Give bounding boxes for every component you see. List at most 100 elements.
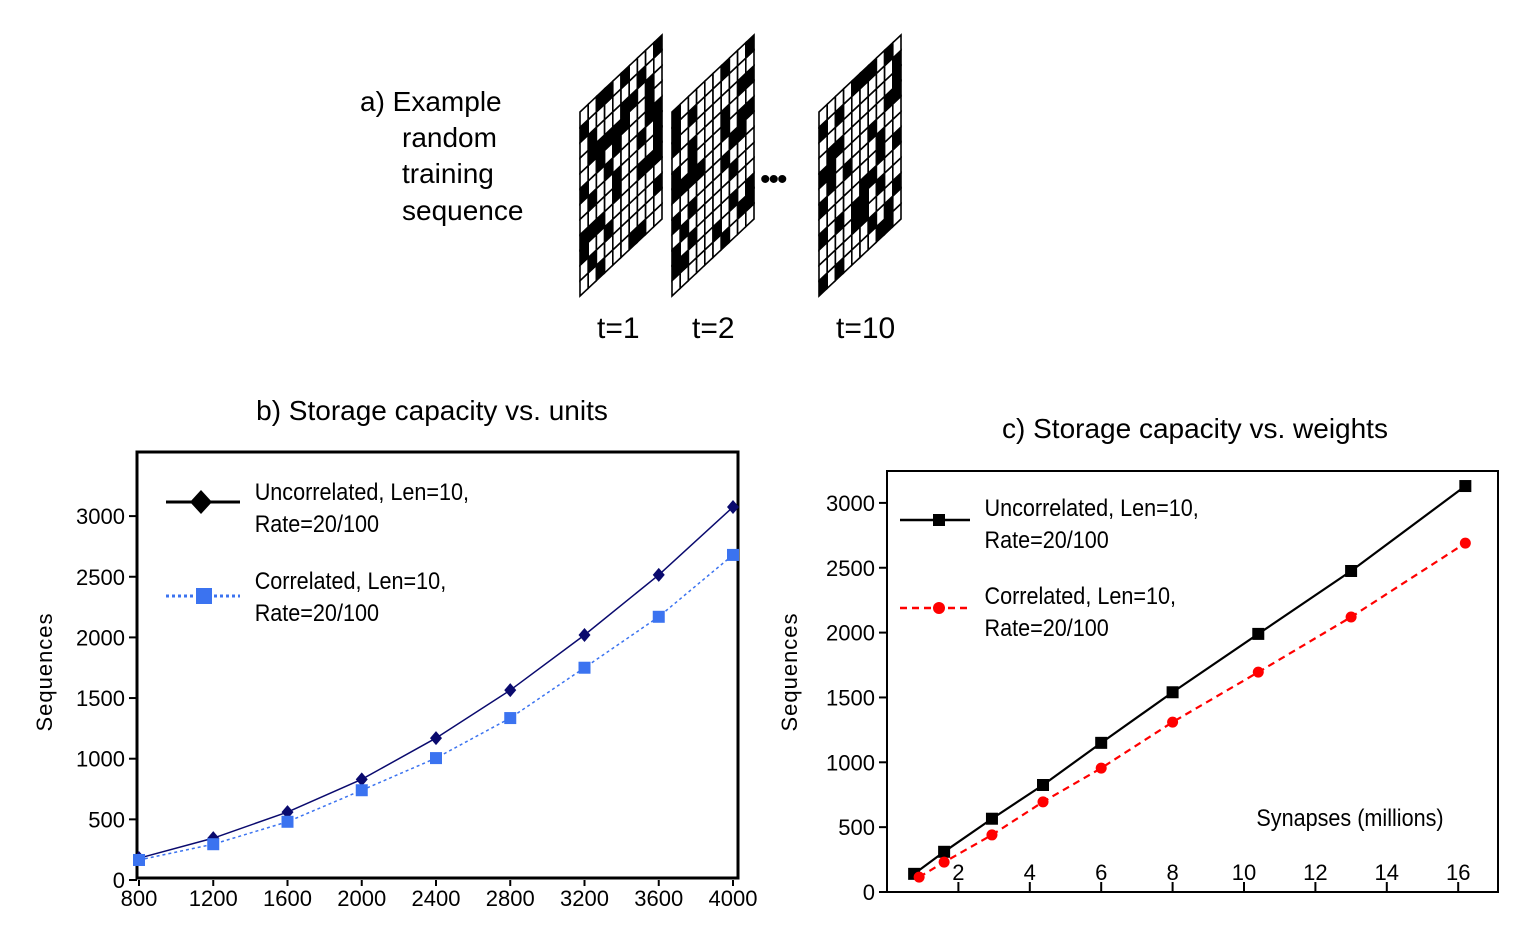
chart-b-axes: 800 1200 1600 2000 2400 2800 3200 3600 4000 0 500 1… [76, 504, 757, 911]
x-tick-label: 2 [952, 860, 964, 885]
y-tick-label: 2500 [76, 565, 125, 590]
data-point-diamond [430, 731, 442, 746]
grid-cell [652, 33, 663, 60]
data-point-circle [938, 856, 950, 868]
x-tick-label: 12 [1303, 860, 1327, 885]
y-tick-label: 1500 [76, 686, 125, 711]
data-point-square [652, 610, 665, 623]
chart-c-legend: Uncorrelated, Len=10, Rate=20/100 Correl… [900, 494, 1199, 641]
data-point-square [1095, 736, 1108, 749]
chart-c-ylabel: Sequences [777, 612, 802, 731]
data-point-diamond [578, 627, 591, 642]
chart-c: c) Storage capacity vs. weights Sequence… [777, 413, 1499, 905]
x-tick-label: 4000 [709, 886, 758, 911]
data-point-circle [1345, 611, 1357, 623]
data-point-square [727, 548, 739, 561]
y-tick-label: 2000 [76, 625, 125, 650]
panel-a-label-line: training [402, 158, 494, 189]
x-tick-label: 6 [1095, 860, 1107, 885]
data-point-square [1166, 686, 1179, 699]
x-tick-label: 4 [1024, 860, 1036, 885]
x-tick-label: 16 [1446, 860, 1470, 885]
x-tick-label: 3600 [634, 886, 683, 911]
data-point-circle [1252, 666, 1264, 678]
y-tick-label: 2500 [826, 556, 875, 581]
chart-b-legend: Uncorrelated, Len=10, Rate=20/100 Correl… [166, 478, 469, 626]
legend-marker-diamond [190, 490, 212, 514]
panel-a-label-line: random [402, 122, 497, 153]
chart-b: b) Storage capacity vs. units Sequences … [32, 395, 757, 911]
x-tick-label: 8 [1166, 860, 1178, 885]
data-point-square [578, 661, 591, 674]
chart-b-title: b) Storage capacity vs. units [256, 395, 608, 426]
y-tick-label: 1500 [826, 685, 875, 710]
legend-text: Uncorrelated, Len=10, [255, 478, 469, 505]
x-tick-label: 10 [1232, 860, 1256, 885]
y-tick-label: 500 [838, 815, 875, 840]
y-tick-label: 2000 [826, 621, 875, 646]
data-point-square [133, 853, 145, 866]
chart-b-ylabel: Sequences [32, 612, 57, 731]
data-point-square [1037, 778, 1050, 791]
frame-label-t10: t=10 [836, 312, 895, 345]
data-point-square [281, 815, 294, 828]
x-tick-label: 14 [1375, 860, 1399, 885]
data-point-circle [1459, 537, 1471, 549]
data-point-diamond [281, 805, 294, 820]
panel-a-label-line: sequence [402, 195, 523, 226]
data-point-square [1459, 480, 1472, 493]
data-point-square [430, 752, 442, 765]
data-point-circle [1167, 716, 1179, 728]
legend-marker-square [933, 514, 945, 526]
legend-text: Rate=20/100 [985, 614, 1109, 641]
data-point-circle [986, 829, 998, 841]
data-point-square [1345, 564, 1358, 577]
sequence-frame [671, 33, 755, 298]
chart-c-frame [886, 470, 1499, 893]
x-tick-label: 1600 [263, 886, 312, 911]
data-point-square [207, 838, 220, 851]
y-tick-label: 1000 [76, 747, 125, 772]
sequence-frames [579, 33, 902, 298]
chart-c-series [908, 480, 1472, 883]
series-line [138, 506, 734, 859]
legend-text: Rate=20/100 [255, 599, 379, 626]
legend-text: Uncorrelated, Len=10, [985, 494, 1199, 521]
y-tick-label: 0 [863, 880, 875, 905]
grid-cell [744, 33, 755, 60]
y-tick-label: 500 [88, 807, 125, 832]
legend-text: Rate=20/100 [255, 510, 379, 537]
legend-marker-square [196, 588, 212, 604]
legend-text: Rate=20/100 [985, 526, 1109, 553]
data-point-diamond [355, 772, 368, 787]
data-point-diamond [504, 683, 517, 698]
chart-c-axes: 2 4 6 8 10 12 14 16 0 500 1000 1500 2000 2500 3000 [826, 491, 1470, 905]
x-tick-label: 1200 [189, 886, 238, 911]
data-point-square [355, 784, 368, 797]
sequence-frame [579, 33, 663, 298]
data-point-square [938, 845, 951, 858]
y-tick-label: 3000 [826, 491, 875, 516]
series-line [918, 542, 1466, 879]
x-tick-label: 800 [121, 886, 158, 911]
data-point-circle [913, 871, 925, 883]
ellipsis: ••• [760, 163, 787, 196]
data-point-square [985, 812, 998, 825]
y-tick-label: 3000 [76, 504, 125, 529]
frame-label-t2: t=2 [692, 312, 735, 345]
data-point-square [504, 712, 517, 725]
chart-b-frame [135, 450, 740, 880]
data-point-circle [1037, 796, 1049, 808]
legend-text: Correlated, Len=10, [985, 582, 1177, 609]
legend-text: Correlated, Len=10, [255, 567, 447, 594]
legend-marker-circle [933, 602, 945, 614]
panel-a-label-line: a) Example [360, 86, 502, 117]
x-tick-label: 2800 [486, 886, 535, 911]
x-tick-label: 3200 [560, 886, 609, 911]
x-tick-label: 2400 [412, 886, 461, 911]
chart-b-series [133, 500, 739, 866]
x-tick-label: 2000 [337, 886, 386, 911]
data-point-diamond [727, 500, 739, 515]
panel-a: a) Example random training sequence ••• … [360, 33, 902, 345]
